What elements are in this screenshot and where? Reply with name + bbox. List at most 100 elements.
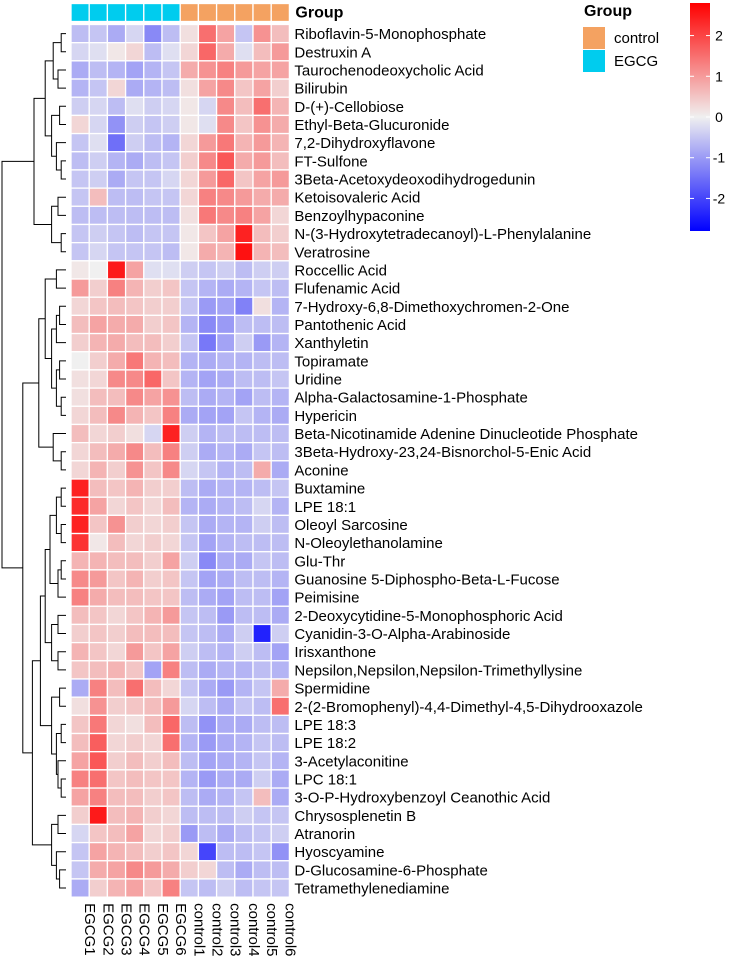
heatmap-cell	[270, 641, 291, 662]
row-label: Irisxanthone	[294, 644, 376, 661]
heatmap-cell	[179, 23, 200, 44]
heatmap-cell	[270, 678, 291, 698]
heatmap-cell	[143, 423, 163, 444]
heatmap-cell	[88, 823, 109, 844]
heatmap-cell	[270, 587, 291, 607]
heatmap-cell	[179, 78, 200, 98]
dendrogram-branch	[57, 196, 66, 216]
dendrogram-branch	[59, 687, 66, 707]
heatmap-cell	[70, 278, 90, 298]
heatmap-cell	[124, 787, 145, 807]
heatmap-cell	[234, 787, 254, 807]
dendrogram-branch	[57, 651, 66, 671]
group-annotation-cell	[270, 2, 291, 23]
heatmap-cell	[252, 551, 272, 571]
heatmap-cell	[124, 278, 145, 298]
heatmap-cell	[70, 714, 90, 735]
heatmap-cell	[124, 296, 145, 317]
heatmap-cell	[234, 278, 254, 298]
heatmap-cell	[197, 441, 218, 462]
heatmap-cell	[215, 823, 236, 844]
heatmap-cell	[88, 660, 109, 680]
heatmap-cell	[179, 441, 200, 462]
dendrogram-branch	[57, 69, 66, 89]
heatmap-cell	[270, 387, 291, 407]
heatmap-cell	[161, 841, 181, 862]
heatmap-cell	[70, 205, 90, 226]
heatmap-cell	[143, 151, 163, 171]
heatmap-cell	[179, 751, 200, 771]
heatmap-cell	[234, 132, 254, 153]
heatmap-cell	[179, 169, 200, 189]
heatmap-cell	[252, 605, 272, 626]
heatmap-cell	[179, 387, 200, 407]
heatmap-cell	[88, 78, 109, 98]
heatmap-cell	[106, 787, 127, 807]
heatmap-cell	[252, 714, 272, 735]
heatmap-cell	[106, 114, 127, 135]
heatmap-cell	[252, 478, 272, 498]
heatmap-cell	[234, 332, 254, 353]
heatmap-cell	[270, 841, 291, 862]
heatmap-cell	[215, 878, 236, 898]
heatmap-cell	[252, 60, 272, 80]
heatmap-cell	[88, 423, 109, 444]
row-label: Tetramethylenediamine	[294, 881, 449, 898]
group-annotation-cell	[252, 2, 272, 23]
heatmap-cell	[88, 696, 109, 716]
heatmap-cell	[234, 351, 254, 371]
heatmap-cell	[252, 114, 272, 135]
heatmap-cell	[161, 514, 181, 535]
heatmap-cell	[270, 732, 291, 753]
heatmap-cell	[106, 187, 127, 207]
heatmap-cell	[179, 641, 200, 662]
heatmap-cell	[88, 460, 109, 480]
row-label: 7,2-Dihydroxyflavone	[294, 135, 435, 152]
column-label: control3	[227, 903, 244, 956]
heatmap-cell	[197, 205, 218, 226]
heatmap-cell	[143, 769, 163, 789]
heatmap-cell	[70, 78, 90, 98]
heatmap-cell	[252, 205, 272, 226]
heatmap-cell	[197, 551, 218, 571]
heatmap-cell	[70, 151, 90, 171]
heatmap-cell	[106, 260, 127, 280]
heatmap-cell	[179, 860, 200, 880]
heatmap-cell	[197, 332, 218, 353]
dendrogram-branch	[60, 160, 66, 180]
heatmap-cell	[106, 242, 127, 262]
heatmap-cell	[234, 860, 254, 880]
heatmap-cell	[252, 769, 272, 789]
heatmap-cell	[143, 878, 163, 898]
heatmap-cell	[179, 242, 200, 262]
heatmap-cell	[124, 405, 145, 426]
heatmap-cell	[179, 841, 200, 862]
group-annotation-title: Group	[295, 5, 343, 22]
heatmap-cell	[215, 496, 236, 517]
heatmap-cell	[197, 823, 218, 844]
heatmap-cell	[234, 296, 254, 317]
color-scale-label: 0	[715, 109, 723, 125]
heatmap-cell	[234, 423, 254, 444]
row-label: D-(+)-Cellobiose	[294, 99, 404, 116]
heatmap-cell	[143, 514, 163, 535]
heatmap-cell	[124, 551, 145, 571]
heatmap-cell	[252, 441, 272, 462]
heatmap-cell	[143, 532, 163, 553]
heatmap-cell	[106, 660, 127, 680]
row-label: Cyanidin-3-O-Alpha-Arabinoside	[294, 626, 510, 643]
heatmap-cell	[70, 96, 90, 117]
heatmap-cell	[106, 496, 127, 517]
heatmap-cell	[270, 96, 291, 117]
heatmap-cell	[88, 860, 109, 880]
heatmap-cell	[270, 369, 291, 389]
heatmap-cell	[197, 114, 218, 135]
heatmap-cell	[70, 678, 90, 698]
heatmap-cell	[179, 514, 200, 535]
color-scale: 2 1 0 -1 -2	[690, 3, 725, 231]
heatmap-cell	[179, 278, 200, 298]
heatmap-cell	[124, 696, 145, 716]
heatmap-cell	[252, 860, 272, 880]
heatmap-cell	[106, 60, 127, 80]
dendrogram-branch	[55, 314, 66, 344]
